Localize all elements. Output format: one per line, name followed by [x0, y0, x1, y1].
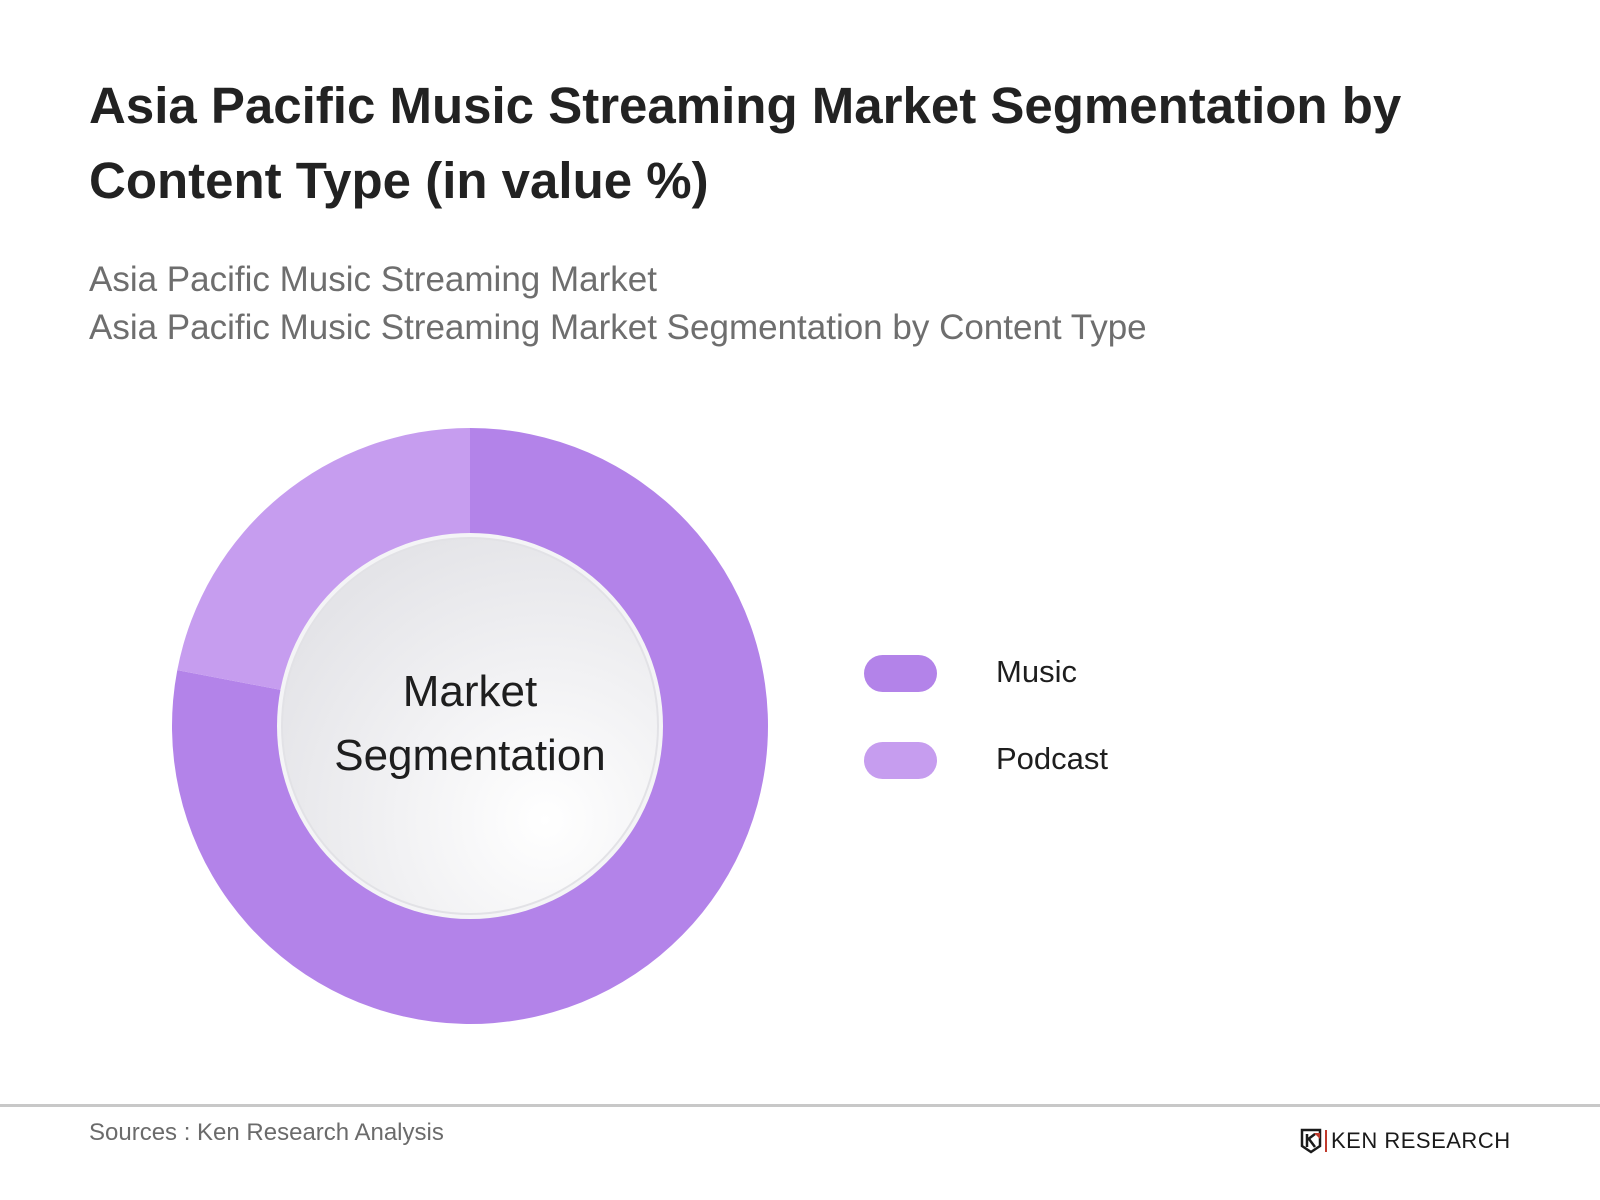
donut-chart: [171, 428, 769, 1024]
footer-divider: [0, 1104, 1600, 1107]
legend-swatch-music: [864, 655, 937, 692]
source-note: Sources : Ken Research Analysis: [89, 1119, 444, 1146]
legend-label-podcast: Podcast: [996, 741, 1109, 776]
chart-title: Asia Pacific Music Streaming Market Segm…: [89, 77, 1402, 209]
ken-research-logo-icon: [1300, 1128, 1322, 1154]
center-label: Market Segmentation: [280, 660, 660, 788]
center-label-line-2: Segmentation: [334, 731, 606, 780]
inner-circle: [281, 537, 659, 915]
chart-subtitle: Asia Pacific Music Streaming Market Asia…: [89, 256, 1147, 352]
legend-swatch-podcast: [864, 742, 937, 779]
subtitle-line-2: Asia Pacific Music Streaming Market Segm…: [89, 308, 1147, 347]
logo-separator: [1325, 1130, 1327, 1152]
ken-research-logo: KEN RESEARCH: [1300, 1126, 1511, 1156]
legend-label-music: Music: [996, 654, 1077, 689]
logo-text: KEN RESEARCH: [1331, 1128, 1511, 1153]
center-label-line-1: Market: [402, 667, 538, 716]
subtitle-line-1: Asia Pacific Music Streaming Market: [89, 260, 657, 299]
